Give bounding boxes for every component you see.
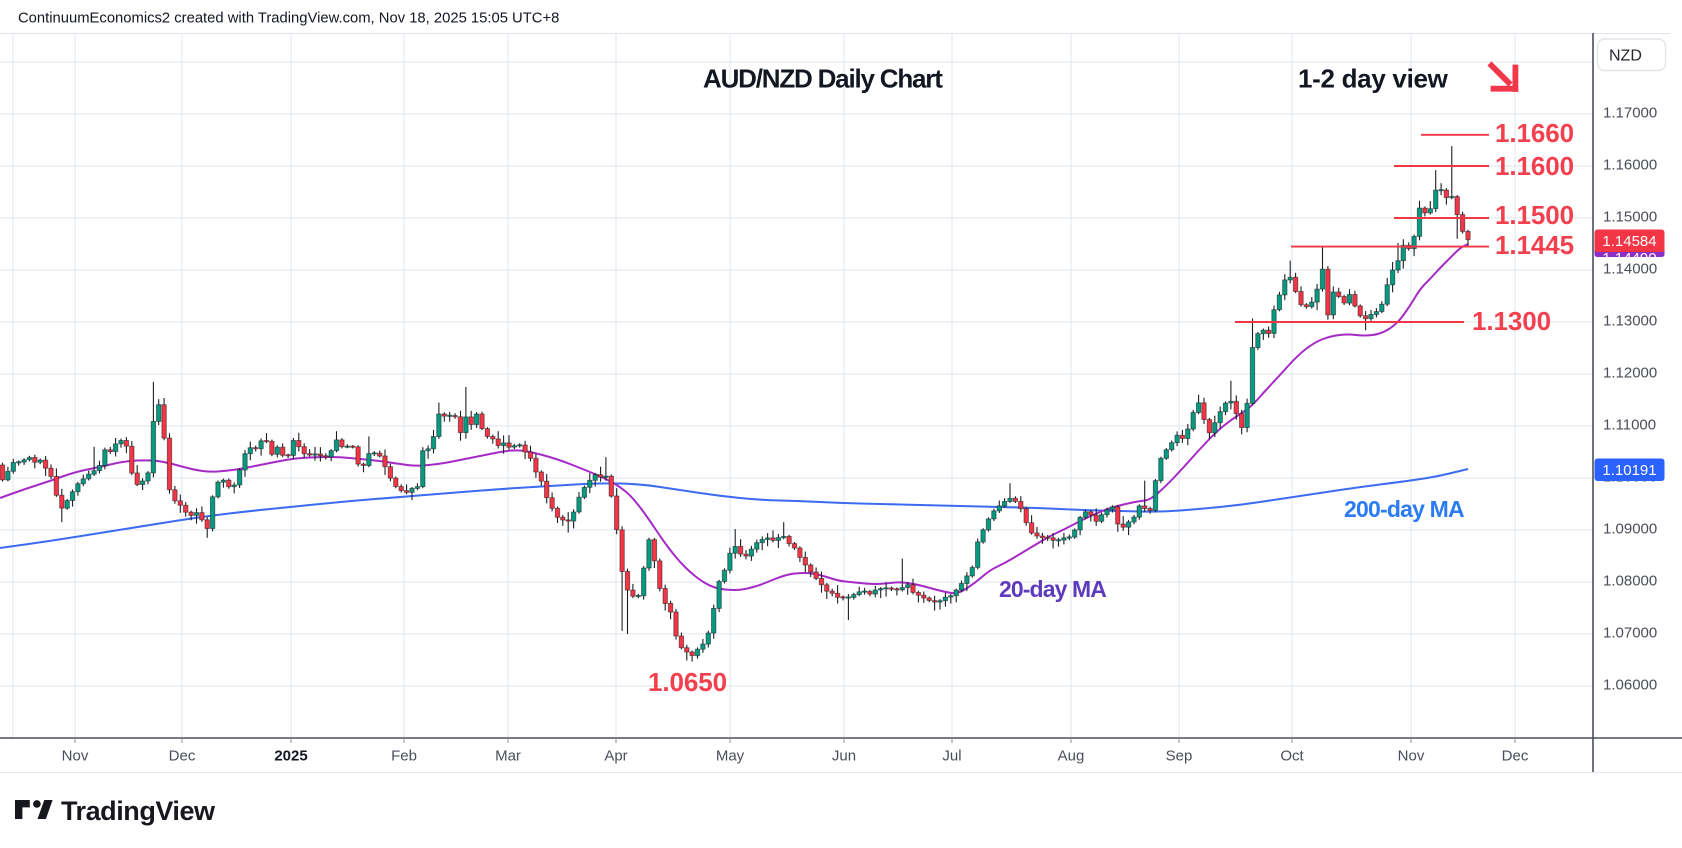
svg-text:Jun: Jun (832, 748, 856, 765)
svg-text:Mar: Mar (495, 748, 521, 765)
svg-text:1.1660: 1.1660 (1495, 118, 1574, 148)
svg-text:ContinuumEconomics2 created wi: ContinuumEconomics2 created with Trading… (18, 11, 559, 27)
svg-text:1.10191: 1.10191 (1602, 462, 1656, 479)
svg-text:TradingView: TradingView (61, 796, 216, 826)
svg-text:1.14000: 1.14000 (1603, 261, 1657, 278)
svg-text:Jul: Jul (942, 748, 961, 765)
svg-text:Dec: Dec (169, 748, 196, 765)
svg-text:Aug: Aug (1058, 748, 1085, 765)
svg-text:1.09000: 1.09000 (1603, 521, 1657, 538)
svg-text:Apr: Apr (604, 748, 627, 765)
svg-text:May: May (716, 748, 745, 765)
svg-text:1.07000: 1.07000 (1603, 625, 1657, 642)
svg-text:1.11000: 1.11000 (1603, 417, 1656, 434)
svg-text:1.1500: 1.1500 (1495, 200, 1574, 230)
svg-text:1.06000: 1.06000 (1603, 677, 1657, 694)
svg-text:Oct: Oct (1280, 748, 1304, 765)
svg-text:1.16000: 1.16000 (1603, 157, 1657, 174)
svg-text:Nov: Nov (62, 748, 89, 765)
svg-text:Feb: Feb (391, 748, 417, 765)
svg-text:1.0650: 1.0650 (648, 667, 727, 697)
svg-text:1.1300: 1.1300 (1472, 306, 1551, 336)
svg-text:1.1600: 1.1600 (1495, 151, 1574, 181)
svg-text:20-day MA: 20-day MA (999, 576, 1106, 602)
svg-text:1.13000: 1.13000 (1603, 313, 1657, 330)
svg-text:1.17000: 1.17000 (1603, 105, 1657, 122)
svg-text:1.15000: 1.15000 (1603, 209, 1657, 226)
svg-text:1.08000: 1.08000 (1603, 573, 1657, 590)
svg-text:Nov: Nov (1398, 748, 1425, 765)
svg-text:NZD: NZD (1609, 47, 1642, 64)
svg-text:Sep: Sep (1166, 748, 1193, 765)
svg-text:Dec: Dec (1502, 748, 1529, 765)
svg-text:1.12000: 1.12000 (1603, 365, 1657, 382)
svg-text:200-day MA: 200-day MA (1344, 496, 1464, 522)
svg-text:AUD/NZD Daily Chart: AUD/NZD Daily Chart (703, 64, 943, 94)
svg-text:1-2 day view: 1-2 day view (1298, 64, 1449, 94)
svg-text:1.1445: 1.1445 (1495, 230, 1574, 260)
svg-text:1.14584: 1.14584 (1602, 233, 1656, 250)
svg-text:1.14490: 1.14490 (1602, 250, 1656, 267)
svg-text:2025: 2025 (274, 748, 307, 765)
